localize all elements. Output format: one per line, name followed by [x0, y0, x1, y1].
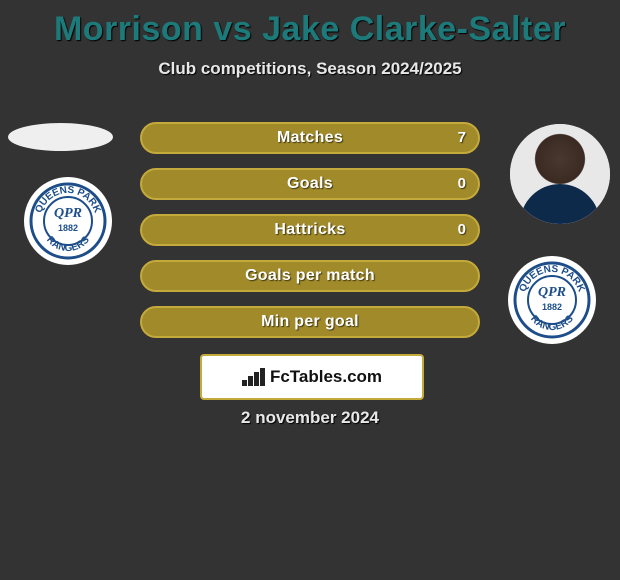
svg-text:1882: 1882 — [58, 223, 78, 233]
watermark-label: FcTables.com — [270, 367, 382, 387]
svg-text:QPR: QPR — [54, 206, 82, 221]
stat-row: Matches 7 — [140, 122, 480, 154]
qpr-crest-icon: QUEENS PARK RANGERS QPR 1882 — [513, 261, 591, 339]
stat-bars: Matches 7 Goals 0 Hattricks 0 Goals per … — [140, 122, 480, 352]
page-subtitle: Club competitions, Season 2024/2025 — [0, 59, 620, 79]
stat-right-value: 0 — [458, 170, 466, 198]
stat-right-value: 7 — [458, 124, 466, 152]
stat-row: Hattricks 0 — [140, 214, 480, 246]
stat-label: Goals per match — [142, 262, 478, 290]
stat-label: Goals — [142, 170, 478, 198]
stat-label: Matches — [142, 124, 478, 152]
comparison-infographic: Morrison vs Jake Clarke-Salter Club comp… — [0, 0, 620, 580]
svg-text:QPR: QPR — [538, 285, 566, 300]
stat-right-value: 0 — [458, 216, 466, 244]
player-right-avatar — [510, 124, 610, 224]
watermark: FcTables.com — [200, 354, 424, 400]
stat-row: Goals per match — [140, 260, 480, 292]
stat-row: Goals 0 — [140, 168, 480, 200]
player-left-avatar — [8, 123, 113, 151]
snapshot-date: 2 november 2024 — [0, 408, 620, 428]
svg-text:1882: 1882 — [542, 302, 562, 312]
page-title: Morrison vs Jake Clarke-Salter — [0, 0, 620, 49]
player-right-club-badge: QUEENS PARK RANGERS QPR 1882 — [508, 256, 596, 344]
stat-row: Min per goal — [140, 306, 480, 338]
stat-label: Hattricks — [142, 216, 478, 244]
player-left-club-badge: QUEENS PARK RANGERS QPR 1882 — [24, 177, 112, 265]
bar-chart-icon — [242, 368, 264, 386]
stat-label: Min per goal — [142, 308, 478, 336]
qpr-crest-icon: QUEENS PARK RANGERS QPR 1882 — [29, 182, 107, 260]
